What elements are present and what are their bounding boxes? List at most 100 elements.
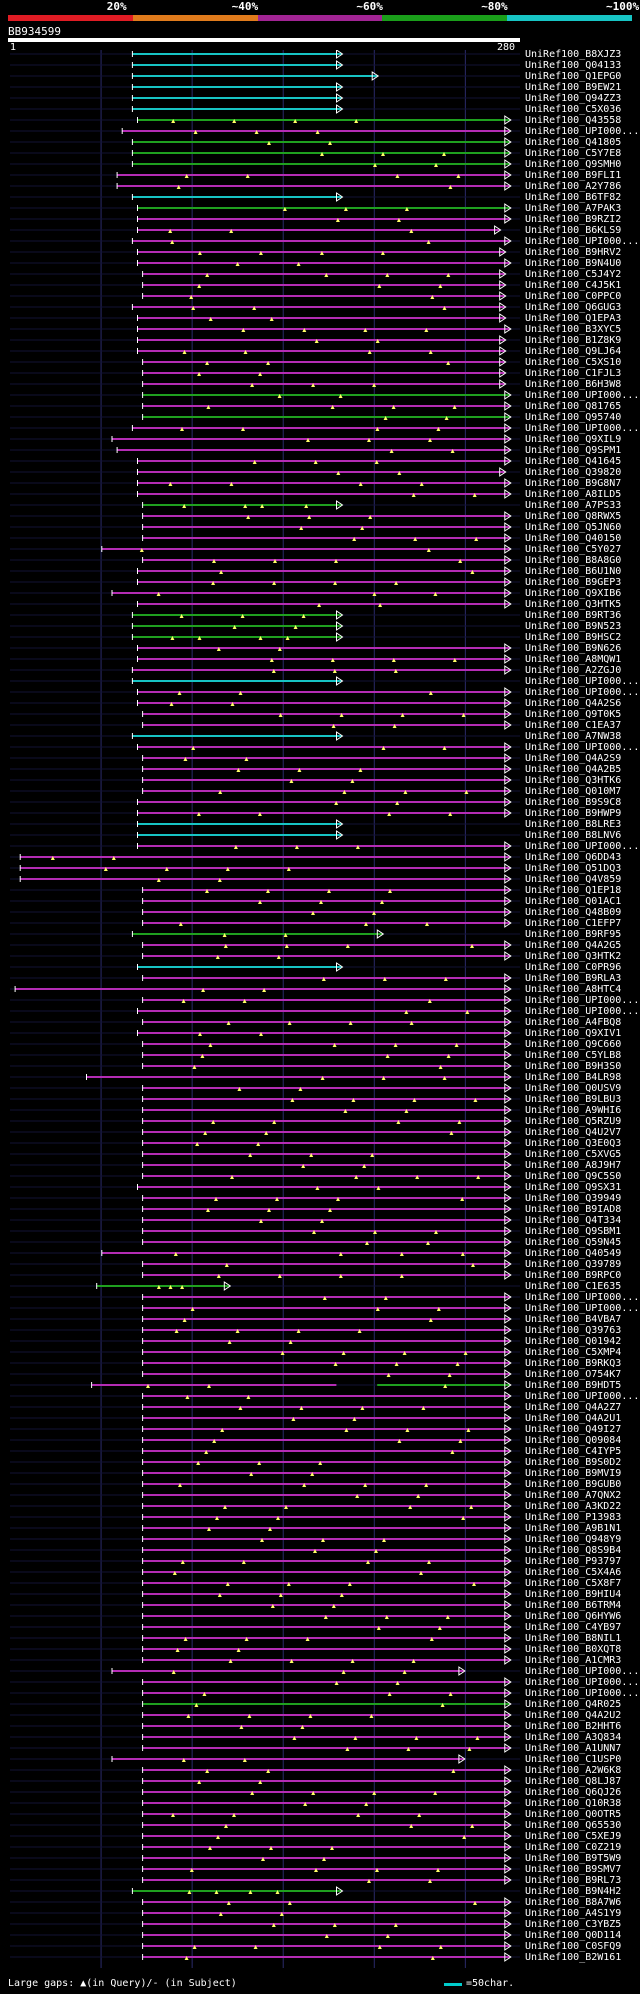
hit-label[interactable]: UniRef100_B9RPC0 — [525, 1270, 622, 1281]
hit-label[interactable]: UniRef100_Q9SMH0 — [525, 159, 622, 170]
hit-label[interactable]: UniRef100_B9GEP3 — [525, 577, 622, 588]
hit-label[interactable]: UniRef100_Q3HTK6 — [525, 775, 622, 786]
hit-label[interactable]: UniRef100_UPI000... — [525, 390, 640, 401]
hit-label[interactable]: UniRef100_B9RLA3 — [525, 973, 622, 984]
hit-label[interactable]: UniRef100_UPI000... — [525, 1303, 640, 1314]
hit-label[interactable]: UniRef100_Q39763 — [525, 1325, 622, 1336]
hit-label[interactable]: UniRef100_UPI000... — [525, 1666, 640, 1677]
hit-label[interactable]: UniRef100_B9S0D2 — [525, 1457, 622, 1468]
hit-label[interactable]: UniRef100_A7PS33 — [525, 500, 622, 511]
hit-label[interactable]: UniRef100_B6KLS9 — [525, 225, 622, 236]
hit-label[interactable]: UniRef100_C5XVG5 — [525, 1149, 622, 1160]
hit-label[interactable]: UniRef100_Q1EPA3 — [525, 313, 622, 324]
hit-label[interactable]: UniRef100_Q04133 — [525, 60, 622, 71]
hit-label[interactable]: UniRef100_B9HIU4 — [525, 1589, 622, 1600]
hit-label[interactable]: UniRef100_B6TF82 — [525, 192, 622, 203]
hit-label[interactable]: UniRef100_C5YLB8 — [525, 1050, 622, 1061]
hit-label[interactable]: UniRef100_C1USP0 — [525, 1754, 622, 1765]
hit-label[interactable]: UniRef100_Q39789 — [525, 1259, 622, 1270]
hit-label[interactable]: UniRef100_Q8S9B4 — [525, 1545, 622, 1556]
hit-label[interactable]: UniRef100_UPI000... — [525, 236, 640, 247]
hit-label[interactable]: UniRef100_Q9XIV1 — [525, 1028, 622, 1039]
hit-label[interactable]: UniRef100_C1EA37 — [525, 720, 622, 731]
hit-label[interactable]: UniRef100_B8NIL1 — [525, 1633, 622, 1644]
hit-label[interactable]: UniRef100_UPI000... — [525, 423, 640, 434]
hit-label[interactable]: UniRef100_B9RZI2 — [525, 214, 622, 225]
hit-label[interactable]: UniRef100_Q010M7 — [525, 786, 622, 797]
hit-label[interactable]: UniRef100_C5X8F7 — [525, 1578, 622, 1589]
hit-label[interactable]: UniRef100_Q0D114 — [525, 1930, 622, 1941]
hit-label[interactable]: UniRef100_Q6QJ26 — [525, 1787, 622, 1798]
hit-label[interactable]: UniRef100_A1CMR3 — [525, 1655, 622, 1666]
hit-label[interactable]: UniRef100_B4VBA7 — [525, 1314, 622, 1325]
hit-label[interactable]: UniRef100_A8HTC4 — [525, 984, 622, 995]
hit-label[interactable]: UniRef100_B1Z8K9 — [525, 335, 622, 346]
hit-label[interactable]: UniRef100_Q4A2U2 — [525, 1710, 622, 1721]
hit-label[interactable]: UniRef100_B9RT36 — [525, 610, 622, 621]
hit-label[interactable]: UniRef100_C5X4A6 — [525, 1567, 622, 1578]
hit-label[interactable]: UniRef100_A8ILD5 — [525, 489, 622, 500]
hit-label[interactable]: UniRef100_B9SMV7 — [525, 1864, 622, 1875]
hit-label[interactable]: UniRef100_Q94ZZ3 — [525, 93, 622, 104]
hit-label[interactable]: UniRef100_A8MQW1 — [525, 654, 622, 665]
hit-label[interactable]: UniRef100_C5J4Y2 — [525, 269, 622, 280]
hit-label[interactable]: UniRef100_UPI000... — [525, 995, 640, 1006]
hit-label[interactable]: UniRef100_Q49I27 — [525, 1424, 622, 1435]
hit-label[interactable]: UniRef100_C5XMP4 — [525, 1347, 622, 1358]
hit-label[interactable]: UniRef100_Q4A2Z7 — [525, 1402, 622, 1413]
hit-label[interactable]: UniRef100_B9FLI1 — [525, 170, 622, 181]
hit-label[interactable]: UniRef100_A4FBQ8 — [525, 1017, 622, 1028]
hit-label[interactable]: UniRef100_A2W6K8 — [525, 1765, 622, 1776]
hit-label[interactable]: UniRef100_B8LNV6 — [525, 830, 622, 841]
hit-label[interactable]: UniRef100_UPI000... — [525, 1006, 640, 1017]
hit-label[interactable]: UniRef100_Q43558 — [525, 115, 622, 126]
hit-label[interactable]: UniRef100_B6U1N0 — [525, 566, 622, 577]
hit-label[interactable]: UniRef100_B9LBU3 — [525, 1094, 622, 1105]
hit-label[interactable]: UniRef100_Q9C5S0 — [525, 1171, 622, 1182]
hit-label[interactable]: UniRef100_C5XEJ9 — [525, 1831, 622, 1842]
hit-label[interactable]: UniRef100_B9T5W9 — [525, 1853, 622, 1864]
hit-label[interactable]: UniRef100_C1E635 — [525, 1281, 622, 1292]
hit-label[interactable]: UniRef100_Q4U2V7 — [525, 1127, 622, 1138]
hit-label[interactable]: UniRef100_C0Z219 — [525, 1842, 622, 1853]
hit-label[interactable]: UniRef100_A7NW38 — [525, 731, 622, 742]
hit-label[interactable]: UniRef100_Q9SX31 — [525, 1182, 622, 1193]
hit-label[interactable]: UniRef100_Q95740 — [525, 412, 622, 423]
hit-label[interactable]: UniRef100_C4IYP5 — [525, 1446, 622, 1457]
hit-label[interactable]: UniRef100_B9N4U0 — [525, 258, 622, 269]
hit-label[interactable]: UniRef100_UPI000... — [525, 1292, 640, 1303]
hit-label[interactable]: UniRef100_UPI000... — [525, 126, 640, 137]
hit-label[interactable]: UniRef100_B9HDT5 — [525, 1380, 622, 1391]
hit-label[interactable]: UniRef100_C5XS10 — [525, 357, 622, 368]
hit-label[interactable]: UniRef100_C4YB97 — [525, 1622, 622, 1633]
hit-label[interactable]: UniRef100_A3Q834 — [525, 1732, 622, 1743]
hit-label[interactable]: UniRef100_Q40549 — [525, 1248, 622, 1259]
hit-label[interactable]: UniRef100_Q4A2U1 — [525, 1413, 622, 1424]
hit-label[interactable]: UniRef100_A1UNN7 — [525, 1743, 622, 1754]
hit-label[interactable]: UniRef100_B8A8G0 — [525, 555, 622, 566]
hit-label[interactable]: UniRef100_Q09084 — [525, 1435, 622, 1446]
hit-label[interactable]: UniRef100_B9HWP9 — [525, 808, 622, 819]
hit-label[interactable]: UniRef100_Q3HTK2 — [525, 951, 622, 962]
hit-label[interactable]: UniRef100_Q01942 — [525, 1336, 622, 1347]
hit-label[interactable]: UniRef100_B9IAD8 — [525, 1204, 622, 1215]
hit-label[interactable]: UniRef100_B9RL73 — [525, 1875, 622, 1886]
hit-label[interactable]: UniRef100_Q81765 — [525, 401, 622, 412]
hit-label[interactable]: UniRef100_Q39820 — [525, 467, 622, 478]
hit-label[interactable]: UniRef100_Q01AC1 — [525, 896, 622, 907]
hit-label[interactable]: UniRef100_A3KD22 — [525, 1501, 622, 1512]
hit-label[interactable]: UniRef100_B9G8N7 — [525, 478, 622, 489]
hit-label[interactable]: UniRef100_Q9SPM1 — [525, 445, 622, 456]
hit-label[interactable]: UniRef100_Q8RWX5 — [525, 511, 622, 522]
hit-label[interactable]: UniRef100_A9B1N1 — [525, 1523, 622, 1534]
hit-label[interactable]: UniRef100_P13983 — [525, 1512, 622, 1523]
hit-label[interactable]: UniRef100_Q9SBM1 — [525, 1226, 622, 1237]
hit-label[interactable]: UniRef100_C5X036 — [525, 104, 622, 115]
hit-label[interactable]: UniRef100_C5Y7E8 — [525, 148, 622, 159]
hit-label[interactable]: UniRef100_Q9T0K5 — [525, 709, 622, 720]
hit-label[interactable]: UniRef100_B9N626 — [525, 643, 622, 654]
hit-label[interactable]: UniRef100_B9N4H2 — [525, 1886, 622, 1897]
hit-label[interactable]: UniRef100_Q3HTK5 — [525, 599, 622, 610]
hit-label[interactable]: UniRef100_B9MVI9 — [525, 1468, 622, 1479]
hit-label[interactable]: UniRef100_Q4A2S6 — [525, 698, 622, 709]
